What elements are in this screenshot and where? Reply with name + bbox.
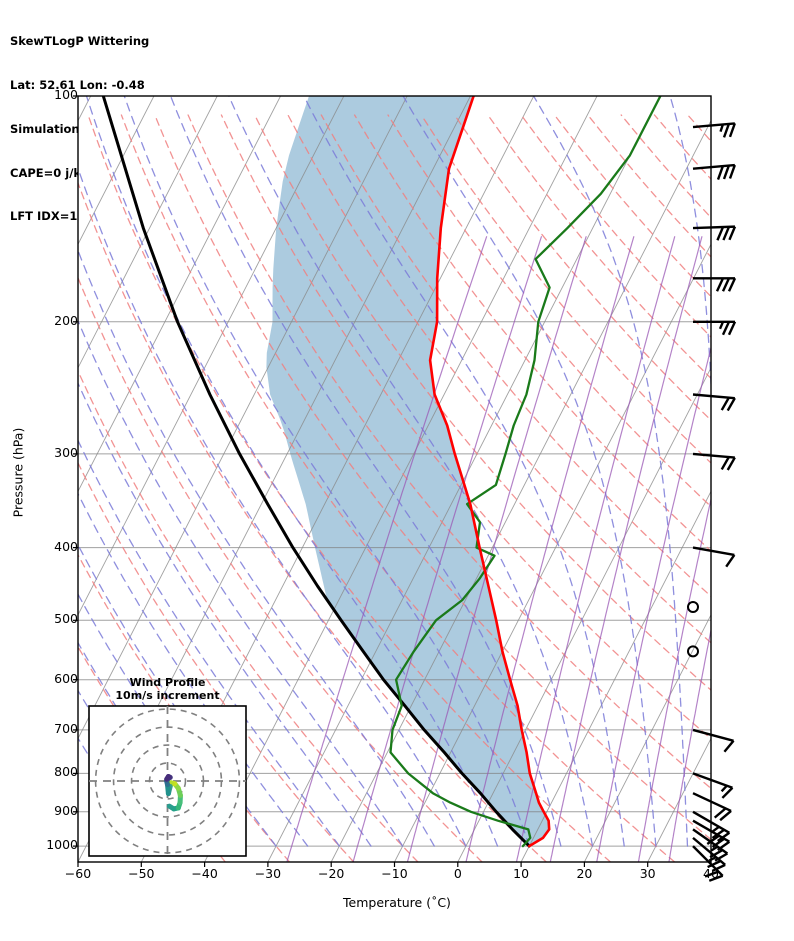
y-axis-tick-label: 800 [18,764,78,779]
x-axis-tick-label: 20 [554,866,614,881]
y-axis-tick-label: 100 [18,87,78,102]
x-axis-tick-label: −20 [301,866,361,881]
x-axis-tick-label: −10 [365,866,425,881]
x-axis-label: Temperature (˚C) [0,895,794,910]
x-axis-tick-label: 10 [491,866,551,881]
y-axis-tick-label: 600 [18,671,78,686]
y-axis-tick-label: 900 [18,803,78,818]
x-axis-tick-label: −60 [48,866,108,881]
wind-profile-inset[interactable] [89,706,246,856]
hodograph-trace-segment [167,777,169,780]
y-axis-tick-label: 200 [18,313,78,328]
x-axis-tick-label: −40 [175,866,235,881]
dry-adiabat-line [721,115,794,754]
moist-adiabat-line [782,96,794,846]
x-axis-tick-label: −50 [111,866,171,881]
y-axis-tick-label: 300 [18,445,78,460]
x-axis-tick-label: 0 [428,866,488,881]
moist-adiabat-line [751,96,767,846]
wind-profile-title: Wind Profile 10m/s increment [89,676,246,702]
y-axis-tick-label: 700 [18,721,78,736]
y-axis-tick-label: 400 [18,539,78,554]
isotherm-line [774,96,794,862]
y-axis-tick-label: 1000 [18,837,78,852]
y-axis-label: Pressure (hPa) [11,403,26,543]
x-axis-tick-label: −30 [238,866,298,881]
wind-profile-title-line1: Wind Profile [89,676,246,689]
x-axis-tick-label: 40 [681,866,741,881]
dry-adiabat-line [754,115,794,725]
y-axis-tick-label: 500 [18,611,78,626]
wind-profile-title-line2: 10m/s increment [89,689,246,702]
isotherm-line [711,96,794,862]
x-axis-tick-label: 30 [618,866,678,881]
